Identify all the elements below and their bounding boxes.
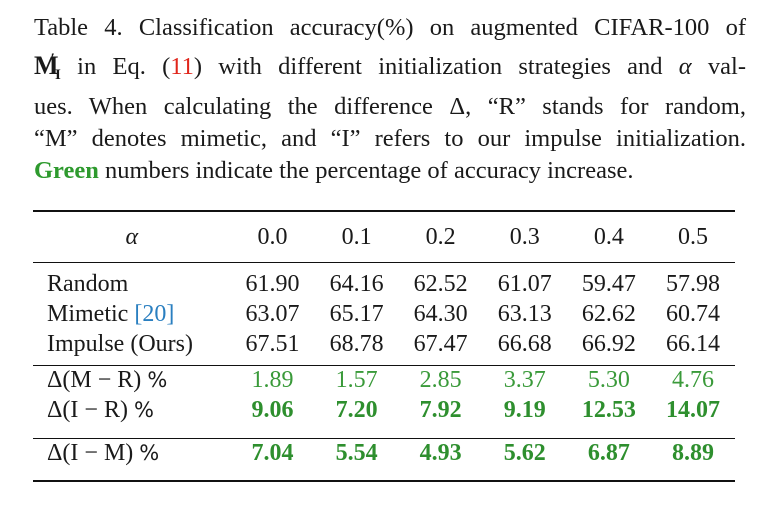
caption-line-1: Table 4. Classification accuracy(%) on a… [34, 14, 746, 41]
accuracy-value: 64.30 [413, 301, 468, 327]
result-row: Mimetic [20] 63.07 65.17 64.30 63.13 62.62 60.… [33, 299, 735, 329]
delta-value: 5.62 [503, 440, 546, 466]
delta-value: 1.57 [335, 367, 378, 393]
delta-label: Δ(I − R) % [47, 397, 154, 423]
delta-value: 7.92 [419, 397, 462, 423]
delta-value: 1.89 [251, 367, 294, 393]
delta-value: 4.93 [419, 440, 462, 466]
delta-label: Δ(I − M) % [47, 440, 160, 466]
delta-value: 3.37 [503, 367, 546, 393]
caption-line-5: Green numbers indicate the percentage of… [34, 157, 634, 184]
alpha-value: 0.0 [257, 224, 288, 250]
delta-value: 9.19 [503, 397, 546, 423]
delta-row: Δ(I − M) % 7.04 5.54 4.93 5.62 6.87 8.89 [33, 438, 735, 468]
result-row: Random 61.90 64.16 62.52 61.07 59.47 57.98 [33, 269, 735, 299]
delta-label: Δ(M − R) % [47, 367, 168, 393]
alpha-value: 0.3 [509, 224, 540, 250]
delta-value: 12.53 [581, 397, 636, 423]
delta-value: 9.06 [251, 397, 294, 423]
caption-line-4: “M” denotes mimetic, and “I” refers to o… [34, 125, 746, 152]
alpha-value: 0.5 [677, 224, 708, 250]
delta-row: Δ(I − R) % 9.06 7.20 7.92 9.19 12.53 14.07 [33, 395, 735, 425]
header-row: α 0.0 0.1 0.2 0.3 0.4 0.5 [33, 212, 735, 262]
accuracy-value: 62.62 [581, 301, 636, 327]
accuracy-value: 63.07 [245, 301, 300, 327]
accuracy-value: 62.52 [413, 271, 468, 297]
citation-link[interactable]: [20] [134, 301, 175, 327]
delta-value: 8.89 [671, 440, 714, 466]
table-bottom-rule [33, 480, 735, 482]
accuracy-value: 66.68 [497, 331, 552, 357]
delta-rule [33, 438, 735, 440]
delta-row: Δ(M − R) % 1.89 1.57 2.85 3.37 5.30 4.76 [33, 365, 735, 395]
accuracy-value: 59.47 [581, 271, 636, 297]
row-label: Random [47, 271, 129, 297]
delta-value: 7.04 [251, 440, 294, 466]
results-table: α 0.0 0.1 0.2 0.3 0.4 0.5 Random 61.90 64.16 62.52… [33, 212, 735, 468]
accuracy-value: 66.14 [665, 331, 720, 357]
delta-value: 7.20 [335, 397, 378, 423]
equation-ref-link[interactable]: 11 [170, 53, 194, 80]
accuracy-value: 65.17 [329, 301, 384, 327]
caption-line-2: M′I in Eq. (11) with different initializ… [34, 51, 746, 83]
delta-value: 5.30 [587, 367, 630, 393]
delta-value: 4.76 [671, 367, 714, 393]
accuracy-value: 63.13 [497, 301, 552, 327]
green-keyword: Green [34, 157, 99, 184]
delta-value: 14.07 [665, 397, 720, 423]
header-rule [33, 262, 735, 264]
accuracy-value: 61.90 [245, 271, 300, 297]
delta-value: 5.54 [335, 440, 378, 466]
row-label: Mimetic [20] [47, 301, 175, 327]
accuracy-value: 66.92 [581, 331, 636, 357]
accuracy-value: 67.47 [413, 331, 468, 357]
row-label: Impulse (Ours) [47, 331, 193, 357]
table-caption: Table 4. Classification accuracy(%) on a… [34, 12, 746, 187]
results-rule [33, 365, 735, 367]
alpha-value: 0.2 [425, 224, 456, 250]
alpha-value: 0.1 [341, 224, 372, 250]
caption-line-3: ues. When calculating the difference Δ, … [34, 93, 746, 120]
delta-value: 6.87 [587, 440, 630, 466]
result-row: Impulse (Ours) 67.51 68.78 67.47 66.68 66.92 6… [33, 329, 735, 359]
alpha-header: α [125, 224, 139, 250]
accuracy-value: 57.98 [665, 271, 720, 297]
accuracy-value: 64.16 [329, 271, 384, 297]
delta-value: 2.85 [419, 367, 462, 393]
model-symbol: M′I [34, 51, 61, 83]
accuracy-value: 61.07 [497, 271, 552, 297]
accuracy-value: 67.51 [245, 331, 300, 357]
table-top-rule [33, 210, 735, 212]
alpha-value: 0.4 [593, 224, 624, 250]
accuracy-value: 68.78 [329, 331, 384, 357]
accuracy-value: 60.74 [665, 301, 720, 327]
